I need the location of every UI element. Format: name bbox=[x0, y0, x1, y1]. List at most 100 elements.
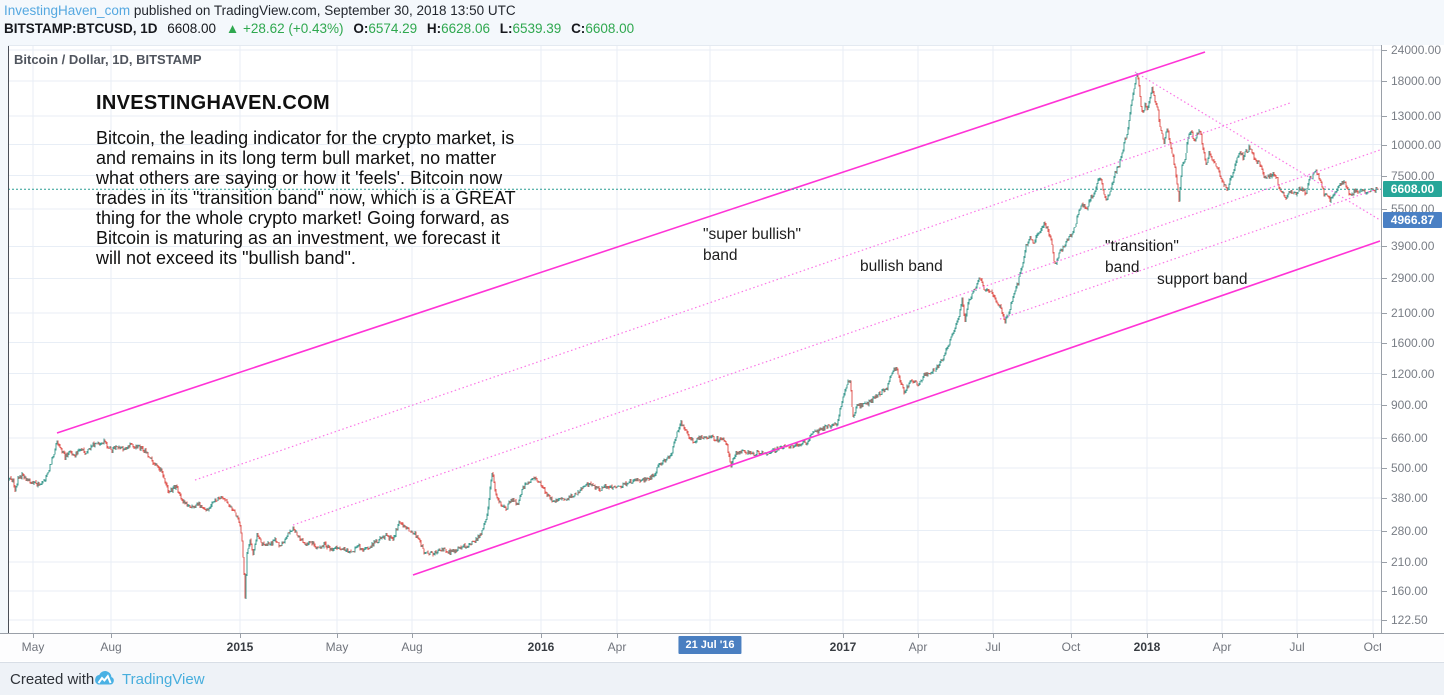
footer-bar: Created with TradingView bbox=[0, 662, 1444, 695]
trendline-downtrend-from-peak[interactable] bbox=[1134, 71, 1381, 221]
price-axis-separator bbox=[1381, 45, 1382, 661]
time-tick-mark bbox=[1222, 634, 1223, 638]
price-tick-mark bbox=[1382, 531, 1387, 532]
time-tick-mark bbox=[617, 634, 618, 638]
annotation-title: INVESTINGHAVEN.COM bbox=[96, 92, 330, 114]
price-tick-mark bbox=[1382, 278, 1387, 279]
price-tick-mark bbox=[1382, 374, 1387, 375]
high-value: 6628.06 bbox=[441, 21, 490, 36]
price-axis-label: 380.00 bbox=[1391, 491, 1428, 505]
price-tick-mark bbox=[1382, 145, 1387, 146]
trendline-transition-bottom[interactable] bbox=[999, 187, 1381, 320]
low-label: L: bbox=[499, 21, 513, 36]
created-with-text: Created with bbox=[10, 671, 95, 688]
price-tick-mark bbox=[1382, 246, 1387, 247]
price-axis-label: 10000.00 bbox=[1391, 138, 1442, 152]
time-tick-mark bbox=[240, 634, 241, 638]
chart-canvas[interactable] bbox=[8, 45, 1381, 633]
trendline-super-bullish-bottom[interactable] bbox=[194, 102, 1291, 481]
price-axis-label: 2100.00 bbox=[1391, 306, 1435, 320]
last-price: 6608.00 bbox=[167, 21, 217, 36]
published-text: published on TradingView.com, September … bbox=[133, 3, 516, 18]
time-axis[interactable]: May Aug 2015 May Aug 2016 Apr 2017 Apr Jul Oct 2018… bbox=[0, 634, 1444, 661]
close-label: C: bbox=[571, 21, 586, 36]
price-axis-label: 280.00 bbox=[1391, 524, 1428, 538]
pane-top-border bbox=[8, 45, 1381, 46]
low-value: 6539.39 bbox=[512, 21, 562, 36]
price-axis-label: 210.00 bbox=[1391, 555, 1428, 569]
tradingview-logo-icon[interactable] bbox=[92, 670, 116, 687]
time-axis-label: Apr bbox=[908, 640, 928, 654]
price-badge-496687: 4966.87 bbox=[1383, 212, 1442, 228]
time-axis-label: 2016 bbox=[527, 640, 555, 654]
price-axis-label: 660.00 bbox=[1391, 431, 1428, 445]
time-axis-label: 2017 bbox=[829, 640, 857, 654]
time-axis-labels: May Aug 2015 May Aug 2016 Apr 2017 Apr Jul Oct 2018… bbox=[0, 634, 1381, 661]
price-tick-mark bbox=[1382, 343, 1387, 344]
time-axis-label: Jul bbox=[985, 640, 1001, 654]
left-gutter bbox=[0, 45, 8, 633]
price-axis-label: 18000.00 bbox=[1391, 74, 1442, 88]
price-axis-label: 900.00 bbox=[1391, 398, 1428, 412]
price-axis-label: 3900.00 bbox=[1391, 239, 1435, 253]
price-tick-mark bbox=[1382, 498, 1387, 499]
price-tick-mark bbox=[1382, 176, 1387, 177]
price-tick-mark bbox=[1382, 313, 1387, 314]
candles-up bbox=[8, 73, 1377, 599]
price-tick-mark bbox=[1382, 468, 1387, 469]
change-value: +28.62 (+0.43%) bbox=[242, 21, 344, 36]
time-tick-mark bbox=[1071, 634, 1072, 638]
price-tick-mark bbox=[1382, 209, 1387, 210]
symbol-status-line: BITSTAMP:BTCUSD, 1D 6608.00 ▲ +28.62 (+0… bbox=[4, 21, 634, 36]
price-tick-mark bbox=[1382, 620, 1387, 621]
time-axis-label: Jul bbox=[1289, 640, 1305, 654]
trendline-support-bottom[interactable] bbox=[412, 240, 1381, 576]
close-value: 6608.00 bbox=[585, 21, 635, 36]
open-label: O: bbox=[353, 21, 369, 36]
trendline-bullish-bottom[interactable] bbox=[292, 149, 1381, 526]
time-tick-mark bbox=[1373, 634, 1374, 638]
price-axis-label: 1200.00 bbox=[1391, 367, 1435, 381]
time-axis-label: May bbox=[21, 640, 45, 654]
trendline-super-bullish-top[interactable] bbox=[56, 51, 1206, 434]
price-tick-mark bbox=[1382, 81, 1387, 82]
price-axis-label: 1600.00 bbox=[1391, 336, 1435, 350]
time-axis-label: 2015 bbox=[226, 640, 254, 654]
price-axis-label: 13000.00 bbox=[1391, 109, 1442, 123]
up-arrow-icon: ▲ bbox=[225, 21, 240, 36]
time-tick-mark bbox=[1147, 634, 1148, 638]
price-axis[interactable]: 24000.00 18000.00 13000.00 10000.00 7500.00 5… bbox=[1382, 43, 1444, 633]
time-tick-mark bbox=[1297, 634, 1298, 638]
high-label: H: bbox=[426, 21, 442, 36]
tradingview-link[interactable]: TradingView bbox=[122, 671, 205, 688]
time-tick-mark bbox=[337, 634, 338, 638]
time-axis-label: May bbox=[325, 640, 349, 654]
time-tick-mark bbox=[111, 634, 112, 638]
time-tick-mark bbox=[993, 634, 994, 638]
open-value: 6574.29 bbox=[368, 21, 418, 36]
super-bullish-band-label: "super bullish" band bbox=[703, 226, 802, 264]
time-axis-label: Oct bbox=[1061, 640, 1081, 654]
price-tick-mark bbox=[1382, 116, 1387, 117]
pane-left-border bbox=[8, 45, 9, 633]
time-axis-label: Apr bbox=[1212, 640, 1232, 654]
price-axis-label: 500.00 bbox=[1391, 461, 1428, 475]
chart-legend-title: Bitcoin / Dollar, 1D, BITSTAMP bbox=[14, 52, 202, 67]
price-tick-mark bbox=[1382, 438, 1387, 439]
transition-band-label: "transition" band bbox=[1105, 238, 1179, 276]
price-axis-label: 160.00 bbox=[1391, 584, 1428, 598]
time-axis-label: Aug bbox=[100, 640, 122, 654]
time-axis-separator bbox=[0, 633, 1444, 634]
time-tick-mark bbox=[33, 634, 34, 638]
price-axis-label: 7500.00 bbox=[1391, 169, 1435, 183]
support-band-label: support band bbox=[1157, 271, 1248, 288]
time-axis-label: Apr bbox=[607, 640, 627, 654]
time-axis-label: Oct bbox=[1363, 640, 1381, 654]
annotation-body: Bitcoin, the leading indicator for the c… bbox=[96, 128, 516, 268]
price-tick-mark bbox=[1382, 591, 1387, 592]
date-marker-badge: 21 Jul '16 bbox=[678, 636, 742, 654]
price-tick-mark bbox=[1382, 405, 1387, 406]
candles-down bbox=[8, 73, 1379, 599]
author-link[interactable]: InvestingHaven_com bbox=[4, 3, 131, 18]
